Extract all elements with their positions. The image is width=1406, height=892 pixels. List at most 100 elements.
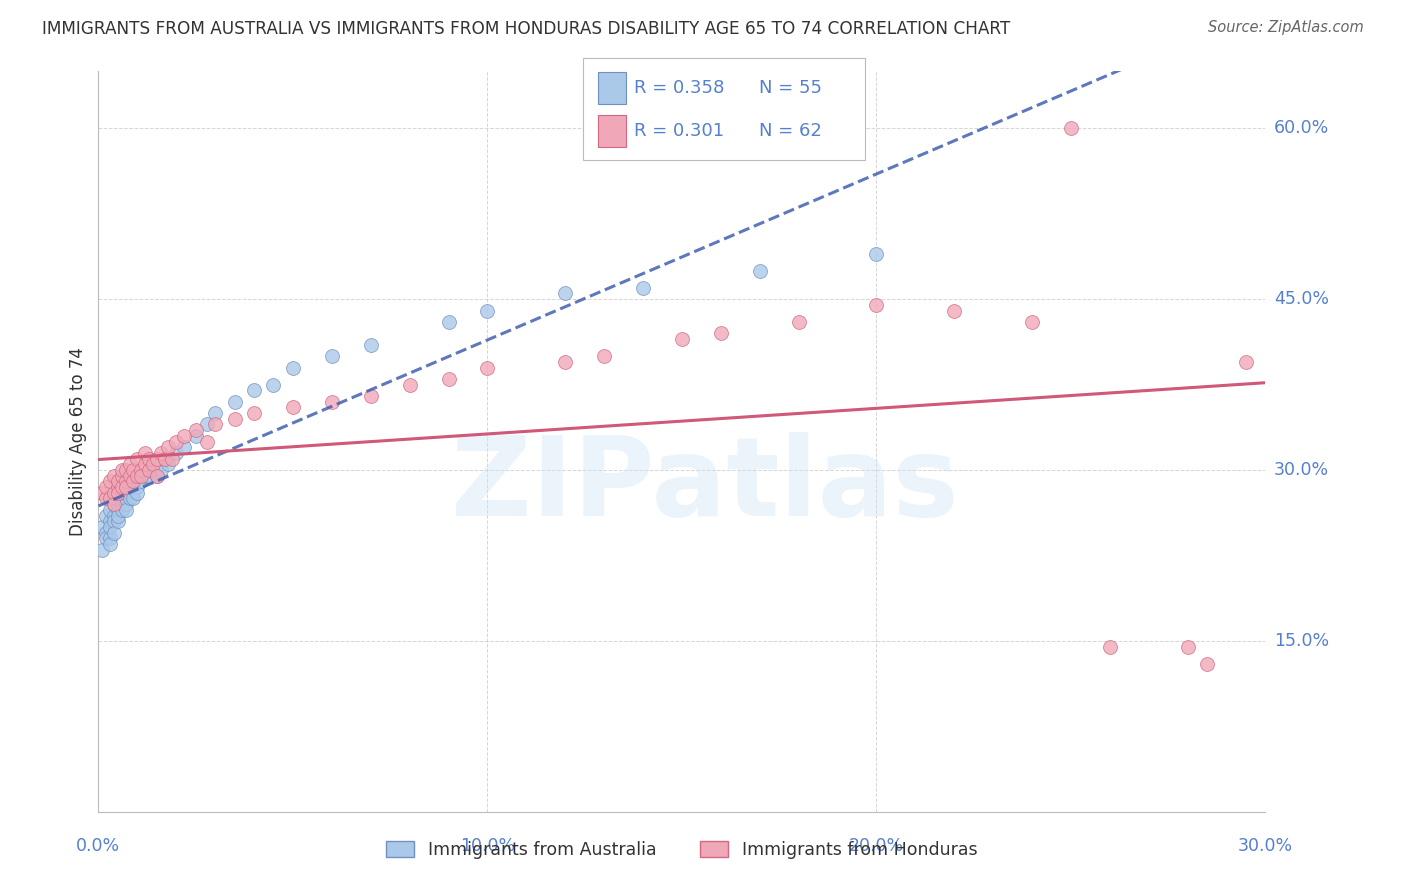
Y-axis label: Disability Age 65 to 74: Disability Age 65 to 74 — [69, 347, 87, 536]
Point — [134, 458, 156, 472]
Point — [122, 475, 145, 489]
Point — [118, 458, 141, 472]
Point — [153, 451, 176, 466]
Point — [437, 315, 460, 329]
Point — [98, 520, 121, 534]
Point — [103, 497, 125, 511]
Point — [671, 332, 693, 346]
Point — [1021, 315, 1043, 329]
Point — [91, 520, 114, 534]
Point — [111, 497, 134, 511]
Point — [103, 497, 125, 511]
Point — [127, 468, 149, 483]
Point — [710, 326, 733, 341]
Point — [173, 429, 195, 443]
Point — [281, 360, 304, 375]
Point — [138, 463, 160, 477]
Point — [127, 451, 149, 466]
Point — [204, 406, 226, 420]
Text: 30.0%: 30.0% — [1274, 461, 1329, 479]
Point — [103, 514, 125, 528]
Point — [360, 337, 382, 351]
Point — [477, 303, 499, 318]
Point — [129, 468, 152, 483]
Point — [118, 491, 141, 506]
Text: R = 0.358: R = 0.358 — [634, 79, 724, 97]
Point — [127, 485, 149, 500]
Point — [224, 411, 246, 425]
Point — [98, 491, 121, 506]
Text: 0.0%: 0.0% — [76, 837, 121, 855]
Point — [281, 401, 304, 415]
Point — [153, 451, 176, 466]
Point — [107, 485, 129, 500]
Point — [134, 446, 156, 460]
Point — [1234, 355, 1257, 369]
Point — [157, 440, 180, 454]
Legend: Immigrants from Australia, Immigrants from Honduras: Immigrants from Australia, Immigrants fr… — [380, 834, 984, 866]
Point — [398, 377, 420, 392]
Point — [146, 468, 169, 483]
Point — [1060, 121, 1083, 136]
Point — [103, 525, 125, 540]
Point — [98, 514, 121, 528]
Point — [165, 434, 187, 449]
Point — [107, 475, 129, 489]
Point — [107, 503, 129, 517]
Point — [146, 451, 169, 466]
Text: 30.0%: 30.0% — [1237, 837, 1294, 855]
Text: 20.0%: 20.0% — [849, 837, 904, 855]
Text: Source: ZipAtlas.com: Source: ZipAtlas.com — [1208, 20, 1364, 35]
Point — [114, 497, 136, 511]
Point — [129, 475, 152, 489]
Point — [91, 485, 114, 500]
Text: 15.0%: 15.0% — [1274, 632, 1329, 650]
Point — [224, 394, 246, 409]
Point — [103, 468, 125, 483]
Point — [114, 463, 136, 477]
Text: 10.0%: 10.0% — [460, 837, 515, 855]
Text: ZIPatlas: ZIPatlas — [451, 433, 959, 540]
Point — [111, 480, 134, 494]
Point — [437, 372, 460, 386]
Point — [149, 463, 172, 477]
Point — [477, 360, 499, 375]
Point — [184, 429, 207, 443]
Point — [96, 480, 118, 494]
Point — [593, 349, 616, 363]
Point — [122, 463, 145, 477]
Point — [98, 537, 121, 551]
Text: N = 62: N = 62 — [759, 122, 823, 140]
Point — [111, 468, 134, 483]
Point — [865, 298, 887, 312]
Point — [114, 503, 136, 517]
Point — [91, 542, 114, 557]
Point — [138, 451, 160, 466]
Point — [103, 508, 125, 523]
Point — [111, 463, 134, 477]
Point — [165, 446, 187, 460]
Point — [243, 384, 266, 398]
Point — [114, 475, 136, 489]
Point — [321, 394, 343, 409]
Point — [748, 263, 770, 277]
Point — [138, 468, 160, 483]
Point — [98, 532, 121, 546]
Point — [134, 468, 156, 483]
Point — [111, 503, 134, 517]
Point — [360, 389, 382, 403]
Text: 60.0%: 60.0% — [1274, 120, 1329, 137]
Point — [1177, 640, 1199, 654]
Point — [173, 440, 195, 454]
Point — [96, 532, 118, 546]
Point — [114, 485, 136, 500]
Point — [103, 485, 125, 500]
Point — [118, 480, 141, 494]
Point — [184, 423, 207, 437]
Point — [142, 458, 165, 472]
Point — [122, 491, 145, 506]
Point — [107, 497, 129, 511]
Point — [114, 480, 136, 494]
Point — [554, 286, 576, 301]
Text: IMMIGRANTS FROM AUSTRALIA VS IMMIGRANTS FROM HONDURAS DISABILITY AGE 65 TO 74 CO: IMMIGRANTS FROM AUSTRALIA VS IMMIGRANTS … — [42, 20, 1011, 37]
